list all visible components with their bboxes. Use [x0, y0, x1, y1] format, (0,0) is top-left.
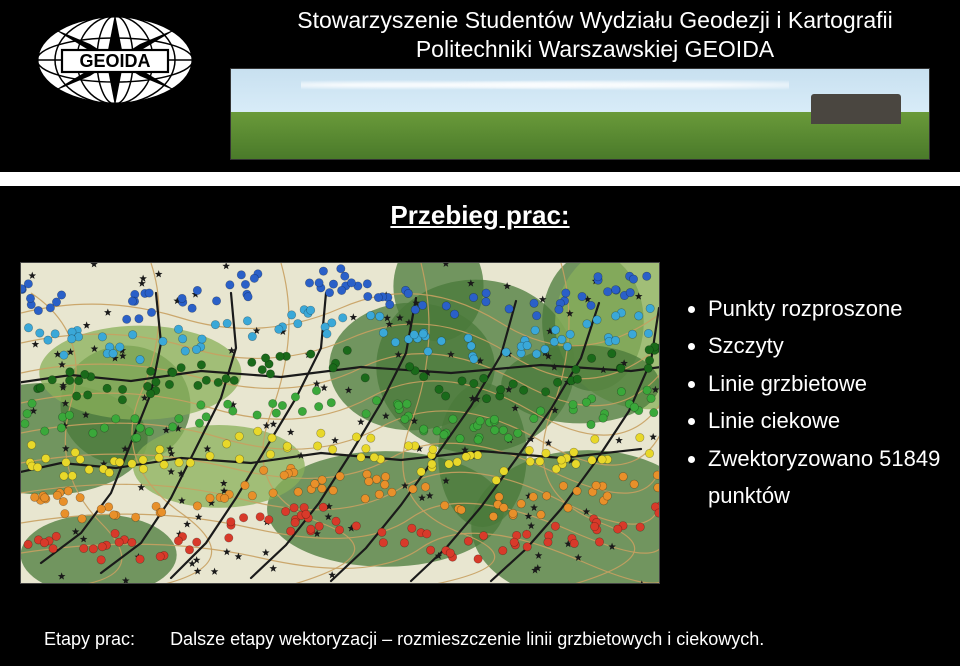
- org-title: Stowarzyszenie Studentów Wydziału Geodez…: [250, 6, 940, 64]
- org-title-line2: Politechniki Warszawskiej GEOIDA: [416, 36, 774, 62]
- org-title-line1: Stowarzyszenie Studentów Wydziału Geodez…: [297, 7, 893, 33]
- divider: [0, 172, 960, 186]
- legend-list: Punkty rozproszone Szczyty Linie grzbiet…: [690, 290, 950, 514]
- legend-item: Linie ciekowe: [708, 402, 950, 439]
- section-title: Przebieg prac:: [0, 200, 960, 231]
- banner-photo: [230, 68, 930, 160]
- legend-item: Szczyty: [708, 327, 950, 364]
- map-figure: [20, 262, 660, 584]
- legend-item: Linie grzbietowe: [708, 365, 950, 402]
- footer-label: Etapy prac:: [44, 629, 135, 649]
- geoida-logo: GEOIDA: [30, 10, 200, 110]
- footer-text: Dalsze etapy wektoryzacji – rozmieszczen…: [170, 629, 764, 649]
- legend-item: Punkty rozproszone: [708, 290, 950, 327]
- legend-item: Zwektoryzowano 51849 punktów: [708, 440, 950, 515]
- footer: Etapy prac: Dalsze etapy wektoryzacji – …: [44, 629, 764, 650]
- svg-text:GEOIDA: GEOIDA: [79, 51, 150, 71]
